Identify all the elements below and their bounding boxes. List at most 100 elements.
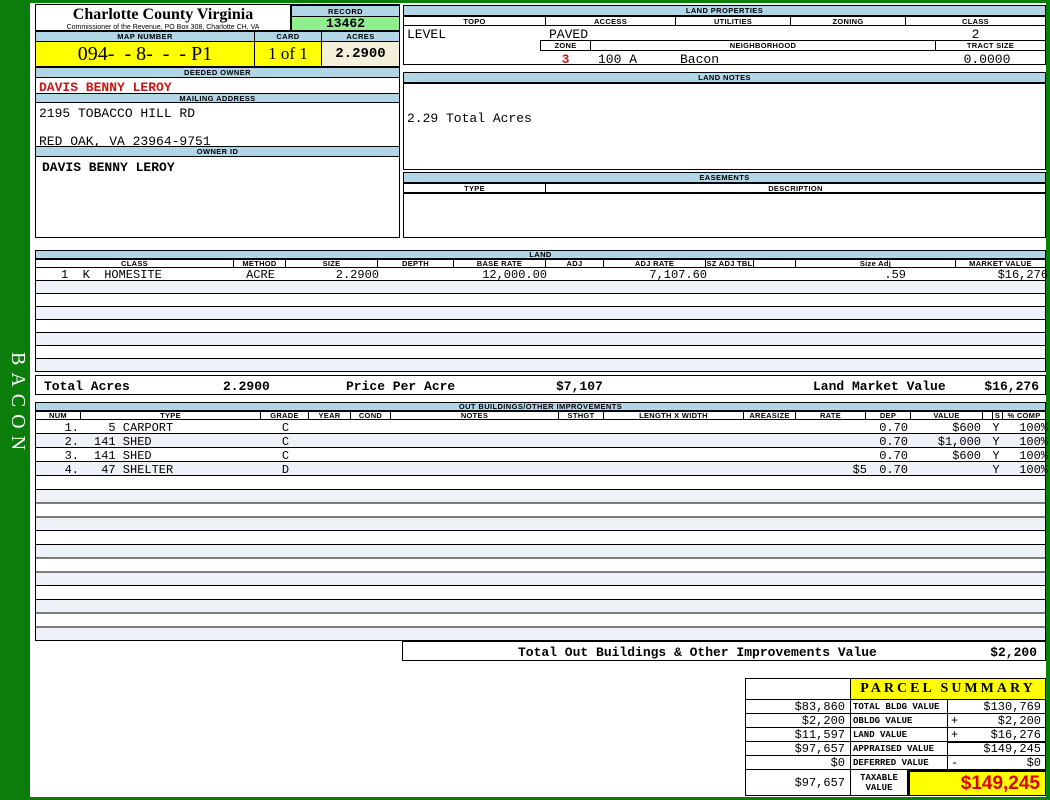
ob-sthgt-header: STHGT <box>558 411 604 420</box>
ob-total-label: Total Out Buildings & Other Improvements… <box>518 645 877 660</box>
ps-value: + $2,200 <box>947 713 1046 728</box>
ob-row-grade: C <box>281 435 290 449</box>
ps-left-value: $11,597 <box>745 727 851 742</box>
land-row: 1 K HOMESITE ACRE 2.2900 12,000.00 7,107… <box>35 268 1048 282</box>
easements-box <box>403 193 1046 238</box>
ob-row-s: Y <box>992 435 1000 449</box>
ob-row: 4. 47 SHELTER D $5 0.70 Y 100% <box>35 462 1048 477</box>
ps-left-text: $0 <box>830 755 845 770</box>
ps-sign: + <box>951 727 959 742</box>
land-row-class: 1 K HOMESITE <box>61 268 162 282</box>
neighborhood-header: NEIGHBORHOOD <box>590 40 936 51</box>
ob-cond-header: COND <box>350 411 391 420</box>
zone-header: ZONE <box>540 40 591 51</box>
land-note-text: 2.29 Total Acres <box>407 111 532 126</box>
ob-row-dep: 0.70 <box>879 435 908 449</box>
total-acres-label: Total Acres <box>44 379 130 394</box>
ob-row-num: 3. <box>64 449 79 463</box>
ps-left-text: $83,860 <box>794 699 845 714</box>
ps-label: LAND VALUE <box>850 727 948 742</box>
taxable-left-value: $97,657 <box>745 769 851 796</box>
total-acres-value: 2.2900 <box>223 379 270 394</box>
neighborhood-code: 100 A <box>598 52 638 67</box>
land-sz-adj-tbl-header: SZ ADJ TBL <box>705 259 754 268</box>
land-row-market-value: $16,276 <box>997 268 1048 282</box>
easement-description-header: DESCRIPTION <box>545 183 1046 193</box>
map-number-text: 094- - 8- - - P1 <box>77 42 213 65</box>
map-number-value: 094- - 8- - - P1 <box>35 41 255 67</box>
easement-type-header: TYPE <box>403 183 546 193</box>
ob-row-num: 2. <box>64 435 79 449</box>
ps-left-value: $83,860 <box>745 699 851 714</box>
outbuildings-title: OUT BUILDINGS/OTHER IMPROVEMENTS <box>35 402 1046 411</box>
owner-id-label: OWNER ID <box>35 146 400 157</box>
neighborhood-name: Bacon <box>680 52 720 67</box>
ob-row-num: 4. <box>64 463 79 477</box>
ps-value-text: $2,200 <box>997 713 1041 728</box>
ps-value: $149,245 <box>947 741 1046 756</box>
mailing-address-line2: RED OAK, VA 23964-9751 <box>39 134 211 149</box>
taxable-left-text: $97,657 <box>794 775 845 790</box>
ob-row-dep: 0.70 <box>879 463 908 477</box>
taxable-value-text: $149,245 <box>960 772 1040 794</box>
ob-row-type: 5 CARPORT <box>94 421 174 435</box>
ob-row-s: Y <box>992 421 1000 435</box>
parcel-summary-title-text: PARCEL SUMMARY <box>860 681 1036 696</box>
ps-value: + $16,276 <box>947 727 1046 742</box>
ob-row-value: $600 <box>952 449 981 463</box>
land-base-rate-header: BASE RATE <box>453 259 546 268</box>
price-per-acre-value: $7,107 <box>556 379 603 394</box>
land-method-header: METHOD <box>233 259 286 268</box>
utilities-header: UTILITIES <box>675 16 791 26</box>
topo-header: TOPO <box>403 16 546 26</box>
ps-value: - $0 <box>947 755 1046 770</box>
deeded-owner-name: DAVIS BENNY LEROY <box>39 80 172 95</box>
ps-sign: - <box>951 755 959 770</box>
ps-value-text: $16,276 <box>990 727 1041 742</box>
land-depth-header: DEPTH <box>377 259 454 268</box>
ob-row-pct: 100% <box>1019 463 1048 477</box>
ob-grade-header: GRADE <box>260 411 309 420</box>
ps-sign: + <box>951 713 959 728</box>
land-row-size: 2.2900 <box>335 268 379 282</box>
ob-pct-comp-header: % COMP <box>1002 411 1046 420</box>
land-row-adj-rate: 7,107.60 <box>649 268 707 282</box>
ps-left-value: $2,200 <box>745 713 851 728</box>
land-table-title: LAND <box>35 250 1046 259</box>
ob-type-header: TYPE <box>80 411 261 420</box>
ob-year-header: YEAR <box>308 411 351 420</box>
class-header: CLASS <box>905 16 1046 26</box>
ob-rate-header: RATE <box>795 411 866 420</box>
county-header: Charlotte County Virginia Commissioner o… <box>35 4 291 31</box>
ob-row: 1. 5 CARPORT C 0.70 $600 Y 100% <box>35 420 1048 435</box>
ps-label-text: TOTAL BLDG VALUE <box>853 701 940 712</box>
easements-title: EASEMENTS <box>403 172 1046 183</box>
taxable-label-line1: TAXABLE <box>860 772 898 783</box>
ps-label-text: DEFERRED VALUE <box>853 757 929 768</box>
ob-row-dep: 0.70 <box>879 421 908 435</box>
ob-row-s: Y <box>992 449 1000 463</box>
acres-text: 2.2900 <box>335 46 386 62</box>
zoning-header: ZONING <box>790 16 906 26</box>
ob-length-width-header: LENGTH X WIDTH <box>603 411 744 420</box>
land-market-value-header: MARKET VALUE <box>955 259 1046 268</box>
zone-value: 3 <box>561 52 570 67</box>
ob-notes-header: NOTES <box>390 411 559 420</box>
ob-row-pct: 100% <box>1019 435 1048 449</box>
ob-row-num: 1. <box>64 421 79 435</box>
ob-row-type: 141 SHED <box>94 435 152 449</box>
ps-left-text: $2,200 <box>801 713 845 728</box>
ob-empty-rows <box>35 476 1046 641</box>
ob-dep-header: DEP <box>865 411 911 420</box>
land-size-adj-header: Size Adj <box>795 259 956 268</box>
ps-label: DEFERRED VALUE <box>850 755 948 770</box>
land-notes-box: 2.29 Total Acres <box>403 83 1046 170</box>
land-adj-rate-header: ADJ RATE <box>603 259 706 268</box>
class-value: 2 <box>971 27 980 42</box>
ob-row-grade: C <box>281 449 290 463</box>
ob-row: 3. 141 SHED C 0.70 $600 Y 100% <box>35 448 1048 463</box>
ob-total-value: $2,200 <box>990 645 1037 660</box>
ps-left-value: $97,657 <box>745 741 851 756</box>
ob-row: 2. 141 SHED C 0.70 $1,000 Y 100% <box>35 434 1048 449</box>
mailing-address-label: MAILING ADDRESS <box>35 93 400 103</box>
